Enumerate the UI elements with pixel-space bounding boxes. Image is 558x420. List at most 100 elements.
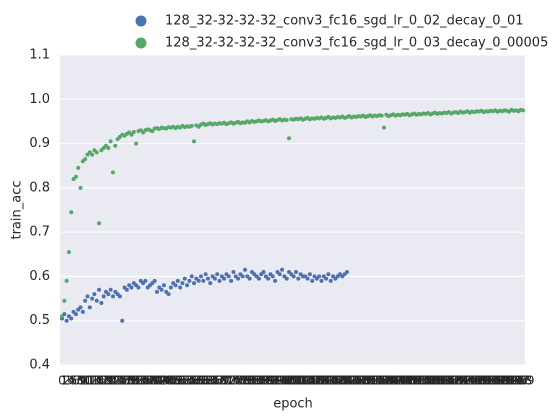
x-tick-label: 55 [182, 374, 197, 388]
legend-marker [135, 15, 147, 27]
x-tick-label: 152 [403, 374, 426, 388]
point [192, 281, 197, 286]
point [129, 132, 134, 137]
x-tick-label: 143 [382, 374, 405, 388]
x-tick-label: 77 [233, 374, 248, 388]
x-tick-label: 89 [261, 374, 276, 388]
point [92, 292, 97, 297]
point [85, 294, 90, 299]
x-tick-label: 173 [451, 374, 474, 388]
point [291, 274, 296, 279]
point [198, 274, 203, 279]
point [205, 276, 210, 281]
x-tick-label: 132 [356, 374, 379, 388]
point [94, 298, 99, 303]
point [208, 281, 213, 286]
x-tick-label: 49 [168, 374, 183, 388]
x-tick-label: 141 [377, 374, 400, 388]
x-tick-label: 146 [389, 374, 412, 388]
x-tick-label: 15 [89, 374, 104, 388]
x-tick-label: 10 [78, 374, 93, 388]
x-tick-label: 117 [322, 374, 345, 388]
x-tick-label: 90 [263, 374, 278, 388]
x-tick-label: 50 [170, 374, 185, 388]
x-tick-label: 43 [154, 374, 169, 388]
point [64, 318, 69, 323]
x-tick-label: 0 [58, 374, 66, 388]
point [280, 267, 285, 272]
point [266, 276, 271, 281]
x-tick-label: 31 [126, 374, 141, 388]
x-tick-label: 61 [196, 374, 211, 388]
x-tick-label: 127 [345, 374, 368, 388]
point [243, 267, 248, 272]
point [229, 278, 234, 283]
point [131, 130, 136, 135]
point [73, 312, 78, 317]
point [324, 276, 329, 281]
x-tick-label: 113 [312, 374, 335, 388]
x-tick-label: 82 [244, 374, 259, 388]
x-tick-label: 46 [161, 374, 176, 388]
x-tick-label: 56 [184, 374, 199, 388]
x-tick-label: 58 [189, 374, 204, 388]
x-tick-label: 71 [219, 374, 234, 388]
y-tick-label: 1.1 [29, 48, 50, 63]
point [182, 276, 187, 281]
point [87, 305, 92, 310]
point [328, 278, 333, 283]
x-tick-label: 1 [60, 374, 68, 388]
x-tick-label: 166 [435, 374, 458, 388]
x-tick-label: 149 [396, 374, 419, 388]
y-tick-label: 0.7 [29, 225, 50, 240]
point [215, 272, 220, 277]
point [161, 283, 166, 288]
x-tick-label: 150 [398, 374, 421, 388]
point [168, 285, 173, 290]
x-tick-label: 63 [200, 374, 215, 388]
x-tick-label: 175 [456, 374, 479, 388]
point [231, 270, 236, 274]
point [284, 118, 289, 123]
x-tick-label: 60 [193, 374, 208, 388]
x-tick-label: 156 [412, 374, 435, 388]
x-tick-label: 160 [421, 374, 444, 388]
point [319, 278, 324, 283]
x-tick-label: 178 [463, 374, 486, 388]
x-tick-label: 30 [124, 374, 139, 388]
x-tick-label: 107 [298, 374, 321, 388]
x-tick-label: 153 [405, 374, 428, 388]
point [201, 278, 206, 283]
x-tick-label: 184 [477, 374, 500, 388]
x-tick-label: 188 [486, 374, 509, 388]
x-tick-label: 84 [249, 374, 264, 388]
x-tick-label: 23 [108, 374, 123, 388]
point [307, 272, 312, 277]
point [97, 221, 102, 226]
point [521, 108, 525, 113]
point [94, 150, 99, 155]
x-tick-label: 189 [488, 374, 511, 388]
x-tick-label: 38 [142, 374, 157, 388]
x-tick-label: 99 [284, 374, 299, 388]
point [344, 270, 349, 274]
x-tick-label: 96 [277, 374, 292, 388]
x-tick-label: 119 [326, 374, 349, 388]
point [189, 274, 194, 279]
point [62, 298, 67, 303]
point [187, 278, 192, 283]
x-tick-label: 9 [79, 374, 87, 388]
x-tick-label: 170 [444, 374, 467, 388]
x-tick-label: 154 [407, 374, 430, 388]
x-tick-label: 190 [491, 374, 514, 388]
legend-label: 128_32-32-32-32_conv3_fc16_sgd_lr_0_03_d… [165, 36, 548, 51]
x-tick-label: 19 [98, 374, 113, 388]
x-tick-label: 80 [240, 374, 255, 388]
x-tick-label: 51 [173, 374, 188, 388]
x-tick-label: 171 [447, 374, 470, 388]
x-tick-label: 176 [458, 374, 481, 388]
point [180, 281, 185, 286]
point [178, 285, 183, 290]
